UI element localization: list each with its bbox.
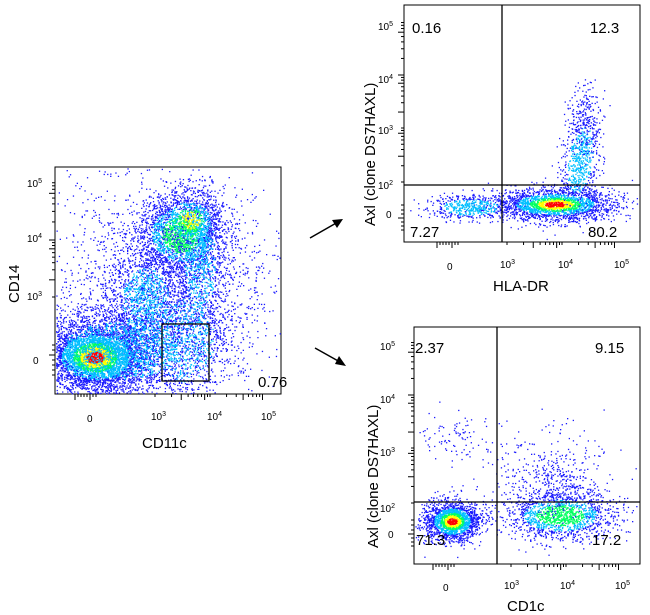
x-tick-label: 0 [447,262,453,273]
y-axis-ticks: 0 102 103 104 105 [378,21,404,230]
x-tick-label: 103 [500,259,515,271]
x-tick-label: 104 [207,411,222,423]
quadrant-bottom-right: 80.2 [588,224,617,241]
plot-panel-hladr-axl: 0.16 12.3 7.27 80.2 0 102 103 104 105 0 … [362,5,640,295]
quadrant-bottom-right: 17.2 [592,532,621,549]
quadrant-top-right: 12.3 [590,20,619,37]
y-tick-label: 0 [388,530,394,541]
x-axis-ticks: 0 103 104 105 [437,242,629,273]
y-axis-label: Axl (clone DS7HAXL) [365,405,382,548]
plot-panel-cd11c-cd14: 0.76 0 103 104 105 0 103 104 105 CD11c C… [6,167,287,452]
y-minor-ticks [49,183,55,375]
gate-percent-label: 0.76 [258,374,287,391]
y-minor-ticks [398,23,404,230]
x-tick-label: 104 [560,580,575,592]
x-minor-ticks [437,242,614,248]
y-axis-label: Axl (clone DS7HAXL) [362,83,379,226]
x-axis-ticks: 0 103 104 105 [75,394,276,425]
quadrant-top-right: 9.15 [595,340,624,357]
x-axis-label: CD11c [142,435,187,452]
y-tick-label: 102 [380,503,395,515]
y-tick-label: 103 [378,125,393,137]
x-tick-label: 104 [558,259,573,271]
x-tick-label: 0 [443,583,449,594]
y-tick-label: 0 [386,210,392,221]
y-tick-label: 0 [33,356,39,367]
x-axis-label: HLA-DR [493,278,549,295]
quadrant-top-left: 0.16 [412,20,441,37]
y-tick-label: 104 [27,233,42,245]
y-tick-label: 105 [27,178,42,190]
quadrant-bottom-left: 71.3 [416,532,445,549]
flow-arrow-top [310,219,343,238]
x-tick-label: 105 [615,580,630,592]
y-minor-ticks [408,343,414,546]
x-minor-ticks [75,394,262,400]
x-tick-label: 105 [614,259,629,271]
x-tick-label: 0 [87,414,93,425]
x-axis-ticks: 0 103 104 105 [433,564,630,594]
x-minor-ticks [433,564,618,570]
flow-arrow-bottom [315,348,346,366]
y-axis-ticks: 0 103 104 105 [27,178,55,375]
y-tick-label: 104 [380,394,395,406]
quadrant-bottom-left: 7.27 [410,224,439,241]
x-tick-label: 103 [151,411,166,423]
y-tick-label: 105 [378,21,393,33]
y-tick-label: 102 [378,180,393,192]
plot-panel-cd1c-axl: 2.37 9.15 71.3 17.2 0 102 103 104 105 0 … [365,327,640,615]
x-tick-label: 105 [261,411,276,423]
y-axis-ticks: 0 102 103 104 105 [380,341,414,546]
y-tick-label: 105 [380,341,395,353]
y-tick-label: 103 [27,291,42,303]
x-tick-label: 103 [504,580,519,592]
quadrant-top-left: 2.37 [415,340,444,357]
x-axis-label: CD1c [507,598,545,615]
y-tick-label: 103 [380,447,395,459]
y-tick-label: 104 [378,74,393,86]
y-axis-label: CD14 [6,265,23,303]
